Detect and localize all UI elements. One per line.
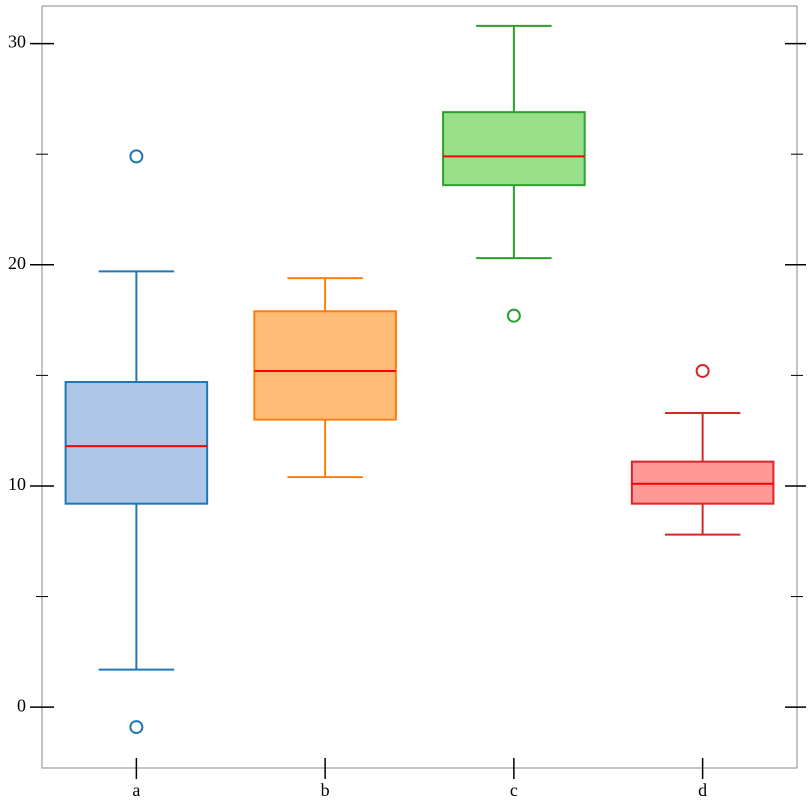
- box: [64, 381, 209, 505]
- x-tick-label: d: [698, 780, 707, 800]
- flier: [129, 149, 144, 164]
- y-tick-label: 30: [8, 32, 26, 52]
- box: [442, 111, 586, 187]
- box: [630, 460, 775, 505]
- x-tick-label: a: [132, 780, 140, 800]
- y-tick-label: 0: [17, 695, 26, 715]
- flier: [506, 308, 521, 323]
- y-tick-label: 10: [8, 474, 26, 494]
- box: [253, 310, 397, 421]
- x-tick-label: b: [321, 780, 330, 800]
- y-tick-label: 20: [8, 253, 26, 273]
- plot-frame: [41, 5, 798, 769]
- flier: [695, 363, 710, 378]
- flier: [129, 720, 144, 735]
- x-tick-label: c: [510, 780, 518, 800]
